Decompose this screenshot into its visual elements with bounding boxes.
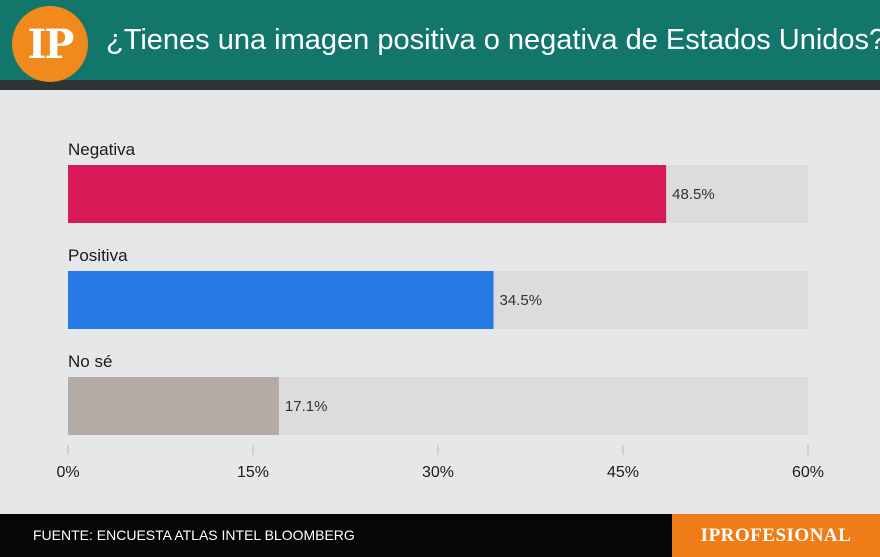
x-tick-label: 30%	[422, 464, 454, 481]
category-label-negativa: Negativa	[68, 140, 136, 159]
bar-positiva	[68, 271, 494, 329]
x-tick-label: 0%	[56, 464, 79, 481]
bar-negativa	[68, 165, 667, 223]
bar-no-se	[68, 377, 279, 435]
source-text: FUENTE: ENCUESTA ATLAS INTEL BLOOMBERG	[33, 527, 355, 543]
iprofesional-brand: IPROFESIONAL	[672, 514, 880, 557]
x-tick-label: 15%	[237, 464, 269, 481]
x-tick-label: 45%	[607, 464, 639, 481]
header-divider	[0, 80, 880, 90]
value-label-negativa: 48.5%	[672, 186, 715, 203]
category-label-positiva: Positiva	[68, 246, 128, 265]
page-title: ¿Tienes una imagen positiva o negativa d…	[106, 24, 880, 56]
value-label-no-se: 17.1%	[285, 398, 328, 415]
footer-bar: FUENTE: ENCUESTA ATLAS INTEL BLOOMBERG I…	[0, 514, 880, 557]
value-label-positiva: 34.5%	[500, 292, 543, 309]
header-bar	[0, 0, 880, 80]
bar-chart: Negativa Positiva No sé 48.5% 34.5% 17.1% 0%…	[56, 140, 824, 481]
category-label-no-se: No sé	[68, 352, 112, 371]
iprofesional-logo: IP	[12, 6, 88, 82]
x-tick-label: 60%	[792, 464, 824, 481]
